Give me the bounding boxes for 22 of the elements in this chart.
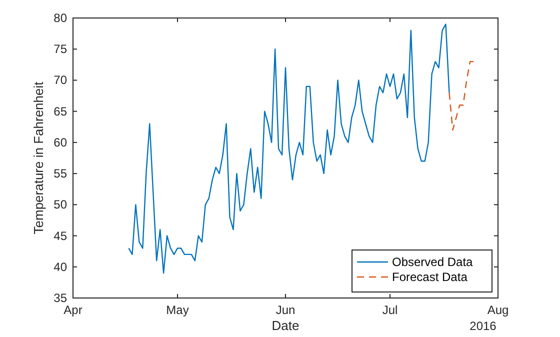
x-tick-label: Jul (382, 303, 398, 317)
y-tick-label: 45 (54, 228, 68, 243)
legend-label: Observed Data (392, 255, 474, 269)
x-axis-title: Date (272, 318, 300, 333)
y-tick-label: 65 (54, 104, 68, 118)
y-tick-label: 80 (54, 11, 68, 25)
y-axis-title: Temperature in Fahrenheit (31, 81, 46, 234)
y-tick-label: 55 (54, 166, 68, 181)
line-series (448, 60, 474, 131)
y-tick-label: 35 (54, 291, 68, 305)
x-tick-label: Jun (276, 303, 296, 317)
x-tick-label: Aug (487, 303, 509, 317)
legend-label: Forecast Data (392, 270, 468, 284)
y-tick-label: 50 (54, 198, 68, 212)
y-tick-label: 60 (54, 135, 68, 150)
y-tick-label: 75 (54, 42, 68, 56)
line-series (128, 24, 450, 274)
x-tick-label: Apr (64, 303, 82, 317)
text: 2016 (470, 319, 497, 333)
y-tick-label: 70 (54, 73, 68, 88)
x-tick-label: May (166, 303, 189, 317)
y-tick-label: 40 (54, 260, 68, 274)
